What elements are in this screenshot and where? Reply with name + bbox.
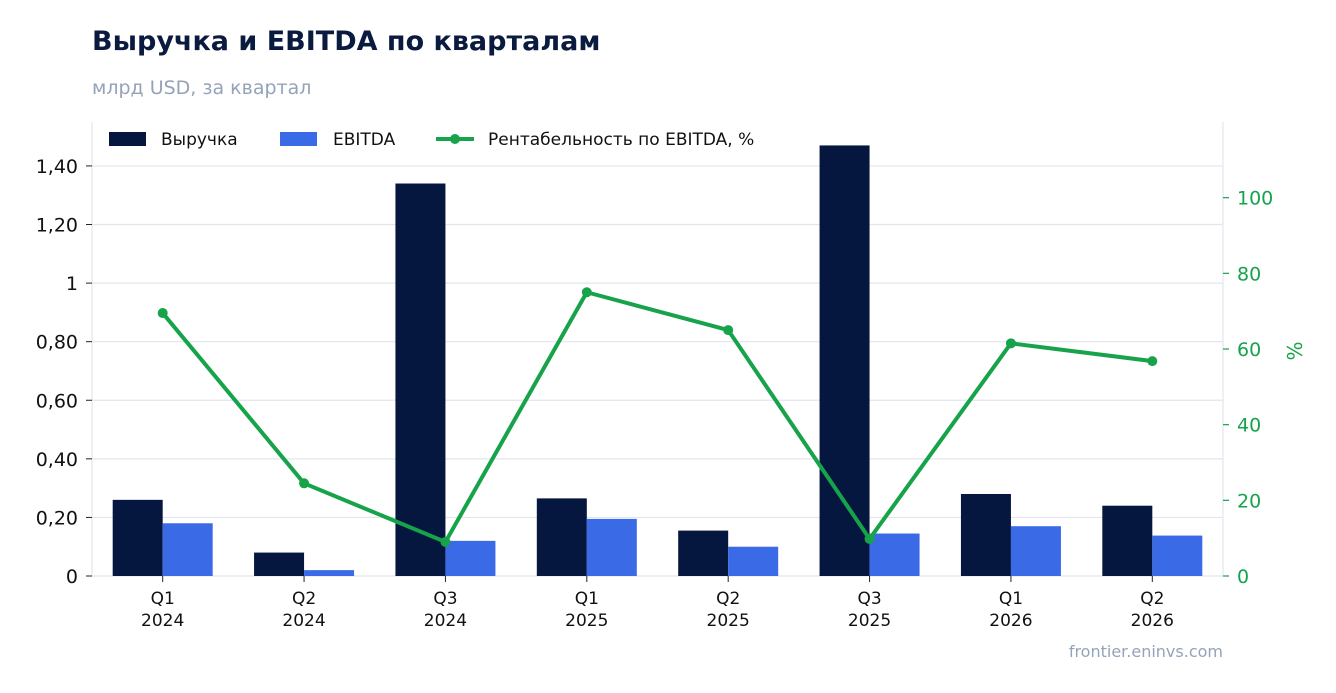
x-tick-label: Q1	[575, 589, 599, 609]
x-tick-label: Q2	[292, 589, 316, 609]
bar-ebitda	[445, 540, 496, 576]
bar-revenue	[678, 530, 729, 576]
y-tick-label: 0	[66, 566, 78, 588]
bar-revenue	[819, 145, 870, 576]
y-tick-label: 1,20	[36, 215, 78, 237]
margin-point	[723, 325, 734, 336]
chart-title: Выручка и EBITDA по кварталам	[92, 26, 601, 57]
y2-tick-label: 80	[1237, 263, 1261, 285]
margin-point	[1147, 356, 1158, 367]
x-tick-label-year: 2024	[424, 611, 467, 631]
y-tick-label: 1,40	[36, 156, 78, 178]
source-credit: frontier.eninvs.com	[1068, 642, 1223, 661]
bar-revenue	[395, 183, 446, 576]
bar-ebitda	[304, 570, 355, 576]
legend-swatch-revenue	[109, 132, 146, 146]
margin-point	[1005, 338, 1016, 349]
bar-revenue	[1102, 505, 1153, 576]
legend-label-ebitda: EBITDA	[333, 130, 396, 150]
bar-ebitda	[869, 533, 920, 576]
margin-point	[157, 308, 168, 319]
legend-label-margin: Рентабельность по EBITDA, %	[488, 130, 754, 150]
bar-ebitda	[162, 523, 213, 576]
x-tick-label-year: 2024	[141, 611, 184, 631]
x-tick-label-year: 2026	[1131, 611, 1174, 631]
margin-point	[864, 533, 875, 544]
x-tick-label: Q1	[151, 589, 175, 609]
x-tick-label-year: 2025	[848, 611, 891, 631]
y2-tick-label: 0	[1237, 566, 1249, 588]
y2-axis-label: %	[1283, 341, 1307, 360]
chart-subtitle: млрд USD, за квартал	[92, 77, 312, 99]
y2-tick-label: 40	[1237, 415, 1261, 437]
margin-line	[161, 290, 1153, 544]
x-tick-label-year: 2025	[707, 611, 750, 631]
x-tick-label: Q2	[716, 589, 740, 609]
x-tick-label: Q2	[1140, 589, 1164, 609]
x-tick-label: Q3	[857, 589, 881, 609]
y-tick-label: 1	[66, 273, 78, 295]
bar-revenue	[254, 552, 305, 576]
bar-ebitda	[586, 518, 637, 576]
bar-ebitda	[1010, 526, 1061, 576]
legend-marker-margin	[450, 134, 460, 144]
y-tick-label: 0,40	[36, 449, 78, 471]
bar-revenue	[536, 498, 587, 576]
y-tick-label: 0,60	[36, 390, 78, 412]
bar-revenue	[112, 499, 163, 576]
margin-point	[440, 536, 451, 547]
bar-ebitda	[728, 546, 779, 576]
y2-tick-label: 60	[1237, 339, 1261, 361]
x-tick-label-year: 2025	[565, 611, 608, 631]
x-tick-label-year: 2024	[282, 611, 325, 631]
y-tick-label: 0,20	[36, 507, 78, 529]
x-tick-label: Q1	[999, 589, 1023, 609]
bar-revenue	[960, 493, 1011, 576]
margin-point	[299, 478, 310, 489]
x-tick-label: Q3	[433, 589, 457, 609]
bar-ebitda	[1152, 535, 1203, 576]
x-tick-label-year: 2026	[989, 611, 1032, 631]
y2-tick-label: 20	[1237, 490, 1261, 512]
y2-tick-label: 100	[1237, 188, 1273, 210]
legend-label-revenue: Выручка	[161, 130, 238, 150]
y-tick-label: 0,80	[36, 332, 78, 354]
legend-swatch-ebitda	[280, 132, 317, 146]
margin-point	[581, 287, 592, 298]
